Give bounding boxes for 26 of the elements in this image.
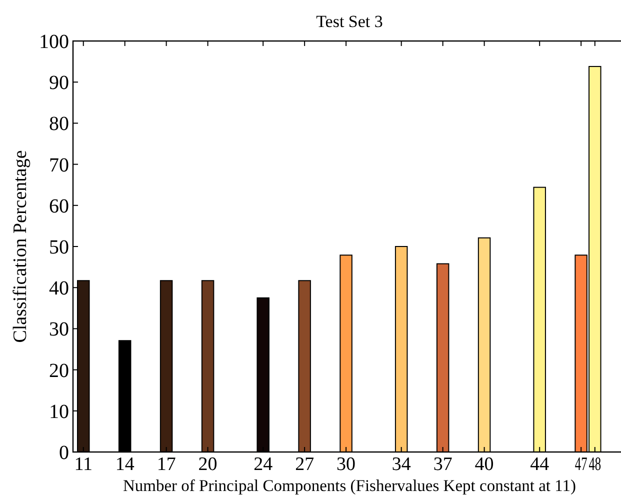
y-tick-label: 90 [49, 72, 69, 94]
x-tick-label: 24 [254, 454, 274, 475]
x-tick-label: 17 [156, 454, 176, 475]
y-tick-label: 100 [39, 31, 69, 53]
y-tick-label: 60 [49, 195, 69, 218]
x-tick-label: 11 [74, 454, 93, 475]
y-tick-label: 50 [49, 236, 69, 258]
y-tick-label: 80 [49, 113, 69, 136]
x-tick-label: 30 [336, 454, 356, 475]
x-tick-label: 44 [530, 454, 550, 475]
x-tick-label: 34 [392, 454, 412, 475]
x-tick-label: 40 [474, 454, 494, 475]
y-tick-label: 10 [49, 400, 69, 423]
x-tick-label: 14 [115, 454, 135, 475]
y-tick-label: 70 [49, 154, 69, 176]
y-axis-title: Classification Percentage [10, 150, 31, 343]
x-axis-title: Number of Principal Components (Fishervalues Kept constant at 11) [122, 476, 576, 495]
x-tick-label: 27 [295, 454, 314, 475]
x-tick-label: 48 [588, 454, 608, 475]
y-tick-label: 30 [49, 318, 69, 341]
y-tick-label: 40 [49, 278, 69, 300]
y-tick-label: 0 [59, 442, 69, 464]
x-tick-label: 37 [433, 454, 452, 475]
y-tick-label: 20 [49, 360, 69, 382]
chart-title: Test Set 3 [316, 12, 383, 31]
x-tick-label: 20 [198, 454, 218, 475]
